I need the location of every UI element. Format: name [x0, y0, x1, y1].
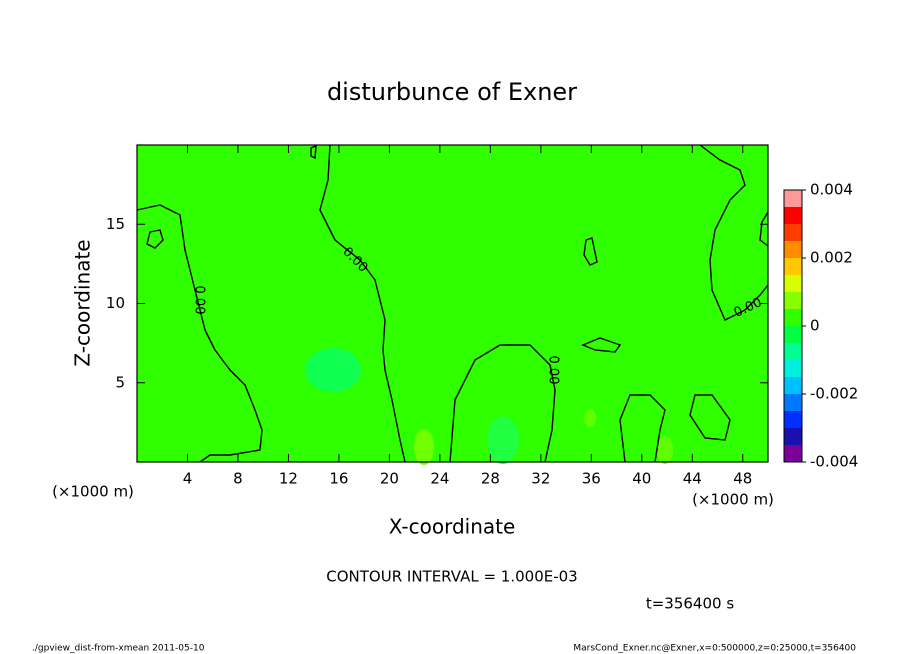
colorbar-box [784, 411, 802, 428]
field-patch [584, 409, 596, 427]
colorbar-box [784, 394, 802, 411]
contour-line [136, 204, 263, 463]
contour-line [449, 344, 556, 463]
x-unit: (×1000 m) [52, 483, 134, 501]
time-label: t=356400 s [646, 595, 734, 613]
contour-line [619, 394, 666, 463]
x-tick-label: 44 [683, 470, 702, 488]
contour-line [759, 211, 769, 247]
colorbar-box [784, 309, 802, 326]
field-patch [487, 416, 519, 464]
plot-field [137, 145, 768, 465]
contour-interval: CONTOUR INTERVAL = 1.000E-03 [326, 568, 577, 586]
x-tick-label: 40 [632, 470, 651, 488]
colorbar-tick-label: -0.004 [810, 453, 858, 471]
colorbar-box [784, 258, 802, 275]
colorbar-box [784, 190, 802, 207]
contour-line [310, 144, 317, 160]
y-tick-label: 15 [106, 215, 125, 233]
footer-left: ./gpview_dist-from-xmean 2011-05-10 [32, 644, 205, 654]
contour-label: 0.00 [546, 356, 561, 385]
x-tick-label: 48 [733, 470, 752, 488]
y-axis-label: Z-coordinate [71, 239, 95, 366]
field-patch [657, 436, 673, 464]
colorbar-box [784, 326, 802, 343]
colorbar-box [784, 241, 802, 258]
y-tick-label: 10 [106, 294, 125, 312]
contour-line [581, 337, 622, 353]
x-tick-label: 24 [430, 470, 449, 488]
contour-line [689, 394, 731, 441]
colorbar-tick-label: 0.002 [810, 249, 853, 267]
field-patch [305, 348, 361, 392]
colorbar-box [784, 445, 802, 462]
x-tick-label: 28 [481, 470, 500, 488]
colorbar-box [784, 207, 802, 224]
y-tick-label: 5 [115, 373, 125, 391]
colorbar-tick-label: 0.004 [810, 181, 853, 199]
chart-title: disturbunce of Exner [327, 78, 577, 106]
contour-line [583, 237, 598, 266]
contour-label: 0.00 [192, 286, 207, 315]
colorbar-box [784, 275, 802, 292]
colorbar-box [784, 377, 802, 394]
contour-line [699, 144, 769, 321]
footer-right: MarsCond_Exner.nc@Exner,x=0:500000,z=0:2… [573, 644, 856, 654]
contour-line [146, 229, 164, 249]
colorbar-tick-label: -0.002 [810, 385, 858, 403]
colorbar-box [784, 292, 802, 309]
x-tick-label: 12 [279, 470, 298, 488]
colorbar-box [784, 428, 802, 445]
x-tick-label: 36 [582, 470, 601, 488]
contour-line [319, 144, 406, 463]
field-background [137, 145, 768, 462]
colorbar-box [784, 343, 802, 360]
x-axis-label: X-coordinate [389, 515, 516, 539]
field-patch [414, 429, 434, 465]
x-tick-label: 8 [233, 470, 243, 488]
x-tick-label: 4 [183, 470, 193, 488]
x-tick-label: 32 [531, 470, 550, 488]
x-unit: (×1000 m) [692, 491, 774, 509]
x-tick-label: 16 [329, 470, 348, 488]
colorbar-box [784, 224, 802, 241]
colorbar-tick-label: 0 [810, 317, 820, 335]
x-tick-label: 20 [380, 470, 399, 488]
colorbar-box [784, 360, 802, 377]
